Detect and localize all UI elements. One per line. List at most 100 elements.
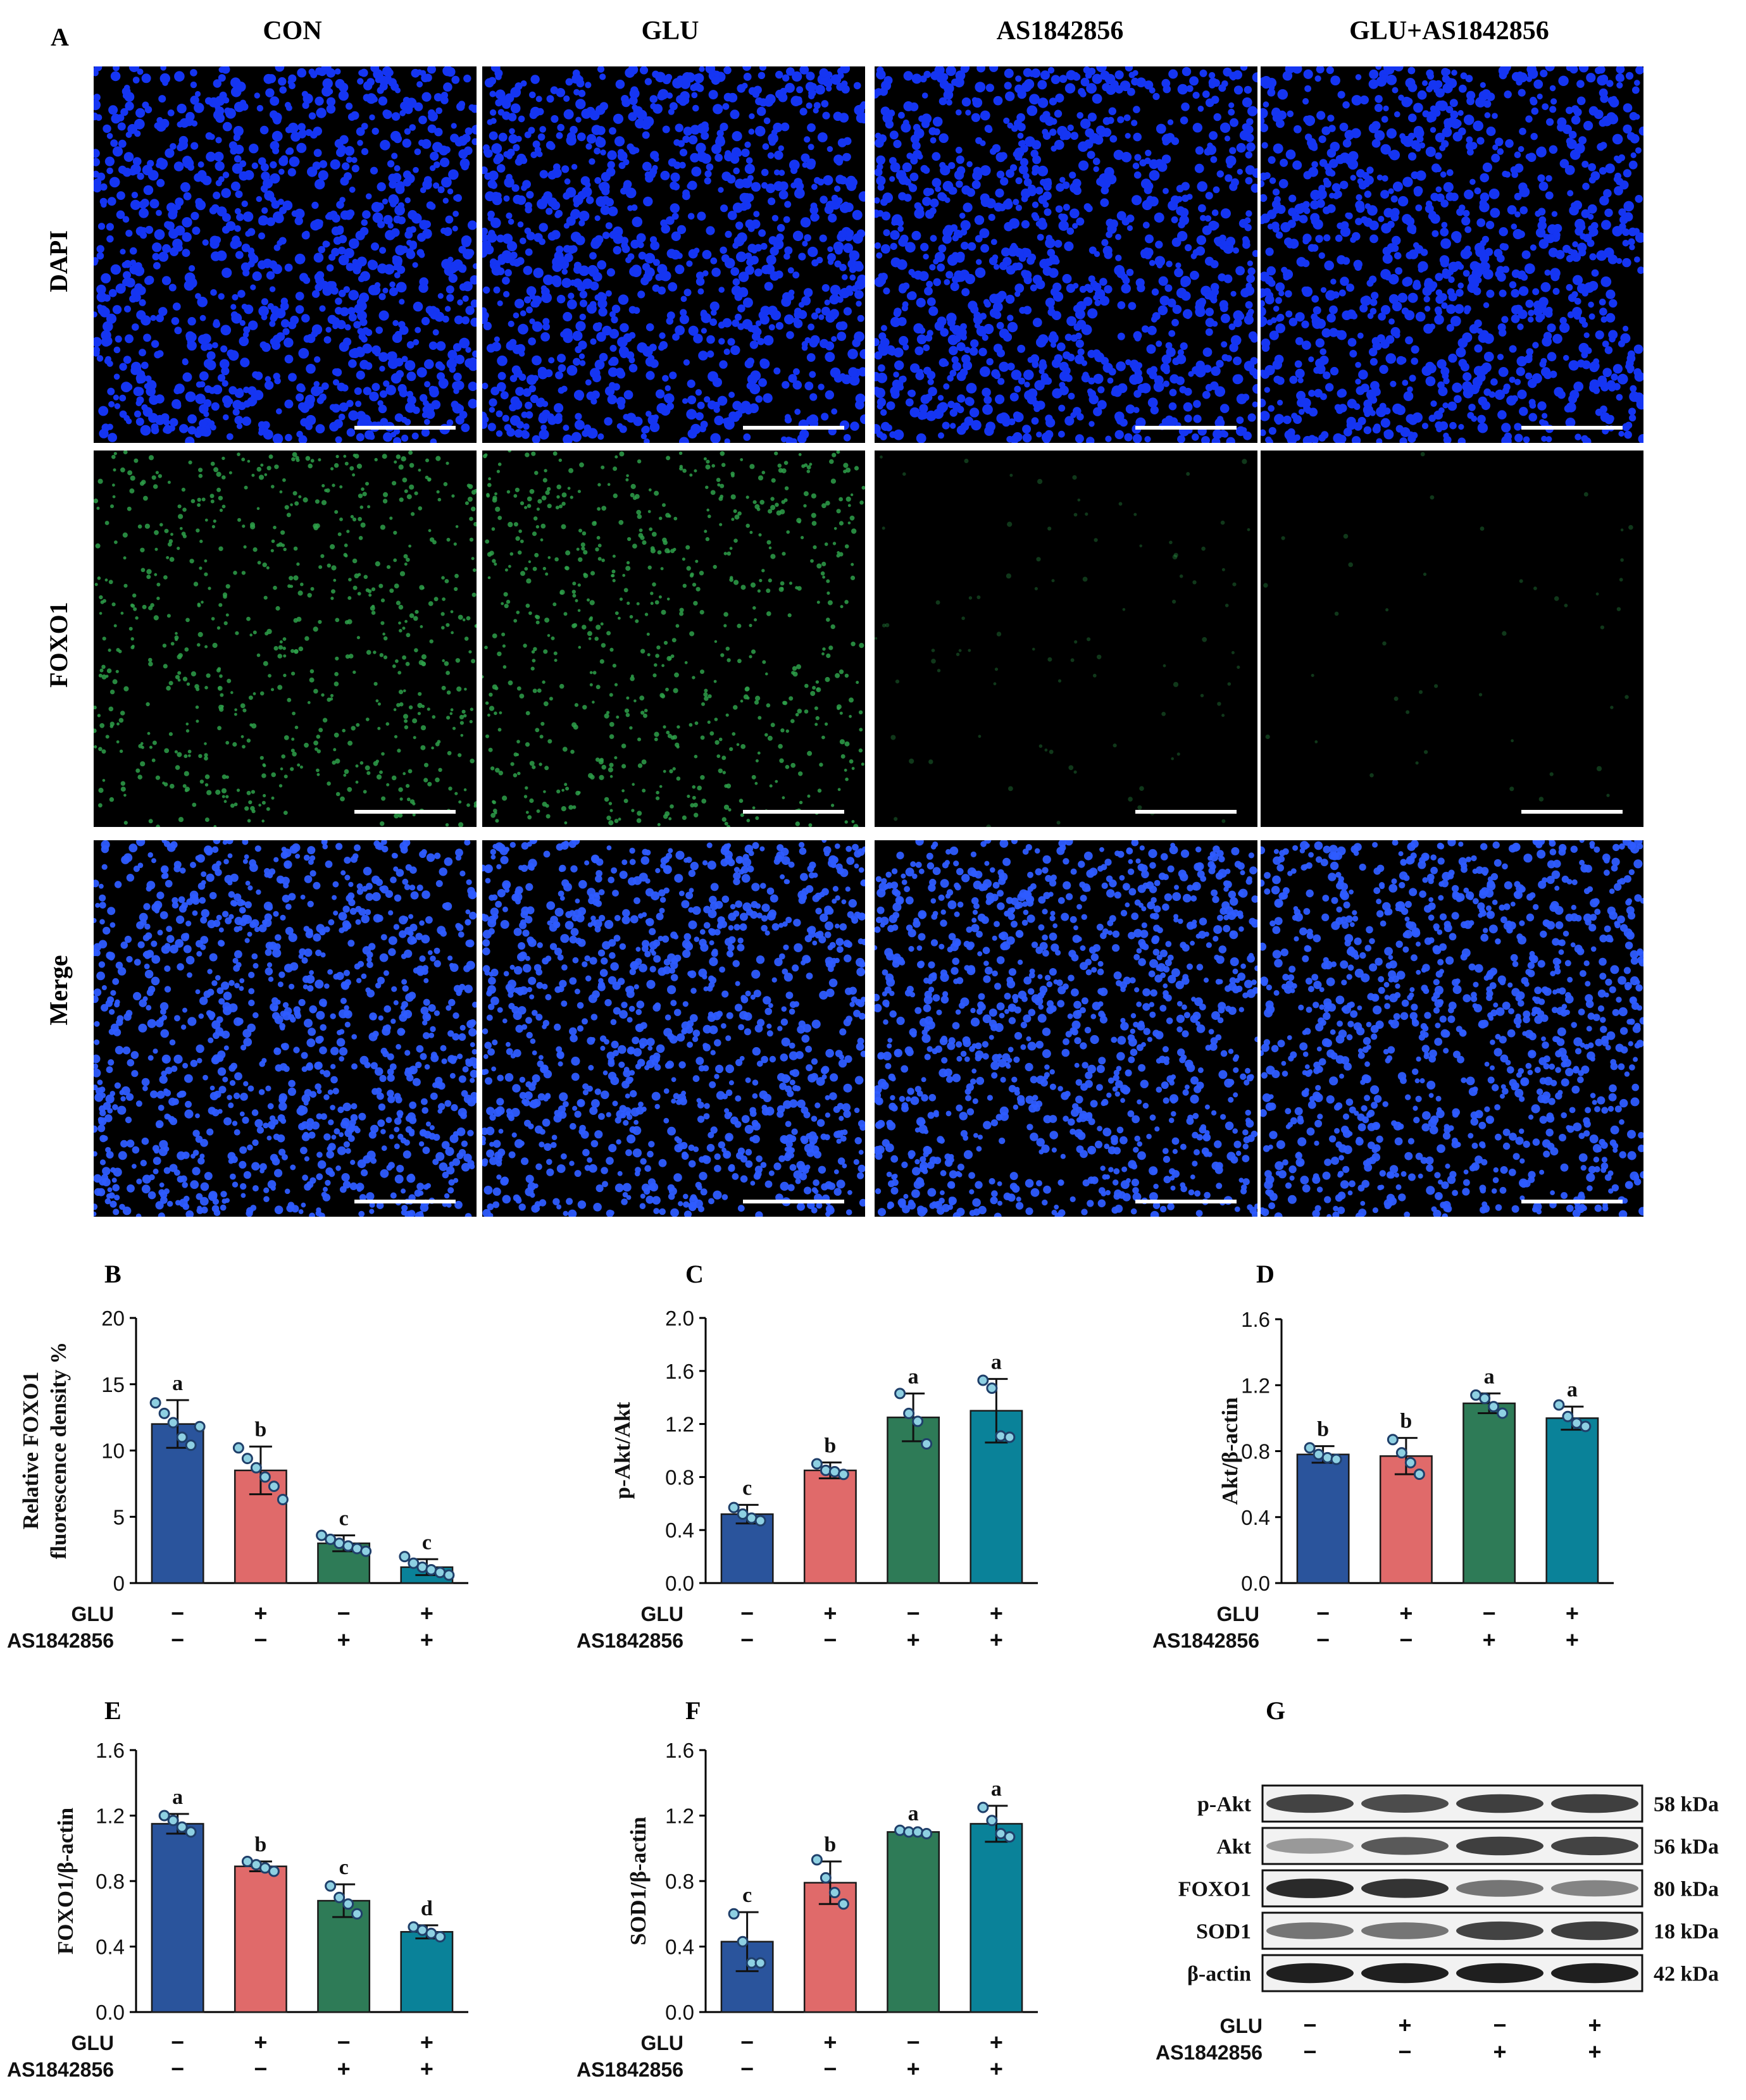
nucleus xyxy=(1486,289,1495,298)
nucleus xyxy=(399,109,406,116)
nucleus xyxy=(1552,333,1562,344)
nucleus xyxy=(579,360,586,366)
nucleus xyxy=(129,247,137,255)
nucleus xyxy=(302,497,308,503)
nucleus xyxy=(404,128,411,135)
nucleus xyxy=(247,228,256,236)
nucleus xyxy=(282,478,286,482)
nucleus xyxy=(1133,132,1142,142)
nucleus xyxy=(353,321,361,329)
nucleus xyxy=(318,565,323,569)
nucleus xyxy=(504,269,512,276)
nucleus xyxy=(1242,123,1250,131)
nucleus xyxy=(440,158,450,168)
nucleus xyxy=(116,740,120,743)
nucleus xyxy=(1285,290,1292,298)
nucleus xyxy=(616,370,626,379)
nucleus xyxy=(270,173,280,184)
nucleus xyxy=(402,626,406,630)
nucleus xyxy=(950,224,958,232)
nucleus xyxy=(1240,66,1248,71)
nucleus xyxy=(1261,300,1265,308)
nucleus xyxy=(312,161,321,170)
nucleus xyxy=(446,461,449,465)
nucleus xyxy=(243,400,251,408)
nucleus xyxy=(400,245,408,254)
nucleus xyxy=(1094,299,1101,306)
nucleus xyxy=(1272,189,1280,196)
nucleus xyxy=(221,788,227,793)
nucleus xyxy=(1302,436,1313,443)
nucleus xyxy=(401,456,406,462)
nucleus xyxy=(669,102,678,111)
nucleus xyxy=(1168,402,1177,411)
nucleus xyxy=(381,796,386,801)
nucleus xyxy=(815,84,825,95)
nucleus xyxy=(1388,274,1399,285)
nucleus xyxy=(1185,313,1192,320)
nucleus xyxy=(371,587,376,592)
nucleus xyxy=(448,169,459,180)
nucleus xyxy=(165,148,175,158)
nucleus xyxy=(778,145,785,151)
nucleus xyxy=(1461,216,1471,226)
nucleus xyxy=(1622,240,1630,247)
nucleus xyxy=(1476,328,1483,334)
panel-letter-a: A xyxy=(51,23,69,51)
nucleus xyxy=(883,229,890,237)
nucleus xyxy=(1045,178,1052,184)
nucleus xyxy=(187,426,197,435)
micrograph-foxo1-1 xyxy=(94,450,477,827)
nucleus xyxy=(129,264,140,275)
nucleus xyxy=(1087,113,1097,122)
nucleus xyxy=(1261,142,1268,149)
nucleus xyxy=(1277,89,1288,100)
nucleus xyxy=(596,196,607,207)
nucleus xyxy=(1595,330,1604,340)
nucleus xyxy=(1085,204,1093,213)
nucleus xyxy=(1047,249,1056,257)
nucleus xyxy=(204,97,213,105)
nucleus xyxy=(1261,292,1264,299)
nucleus xyxy=(1637,266,1643,274)
nucleus xyxy=(133,607,137,611)
nucleus xyxy=(230,804,235,808)
nucleus xyxy=(119,749,123,754)
nucleus xyxy=(907,390,914,397)
nucleus xyxy=(858,367,865,377)
nucleus xyxy=(130,366,140,375)
nucleus xyxy=(783,252,790,260)
nucleus xyxy=(363,575,368,580)
nucleus xyxy=(316,768,320,773)
nucleus xyxy=(1338,289,1346,297)
nucleus xyxy=(1478,332,1488,343)
nucleus xyxy=(736,251,747,263)
nucleus xyxy=(494,336,500,342)
nucleus xyxy=(893,309,901,318)
nucleus xyxy=(749,403,759,413)
nucleus xyxy=(1355,218,1363,225)
nucleus xyxy=(463,714,467,718)
nucleus xyxy=(749,383,761,395)
nucleus xyxy=(145,225,154,234)
nucleus xyxy=(1252,168,1257,178)
nucleus xyxy=(448,273,458,283)
nucleus xyxy=(244,304,254,314)
nucleus xyxy=(1024,390,1035,401)
nucleus xyxy=(465,127,473,135)
nucleus xyxy=(546,208,553,215)
nucleus xyxy=(514,299,525,309)
nucleus xyxy=(368,593,372,597)
nucleus xyxy=(946,99,952,106)
nucleus xyxy=(174,635,179,640)
nucleus xyxy=(496,410,503,418)
nucleus xyxy=(416,81,423,88)
nucleus xyxy=(377,263,388,274)
nucleus xyxy=(980,244,989,253)
nucleus xyxy=(932,152,941,161)
nucleus xyxy=(419,220,429,230)
nucleus xyxy=(695,389,702,396)
nucleus xyxy=(335,656,339,661)
nucleus xyxy=(113,468,116,472)
nucleus xyxy=(1011,370,1022,380)
